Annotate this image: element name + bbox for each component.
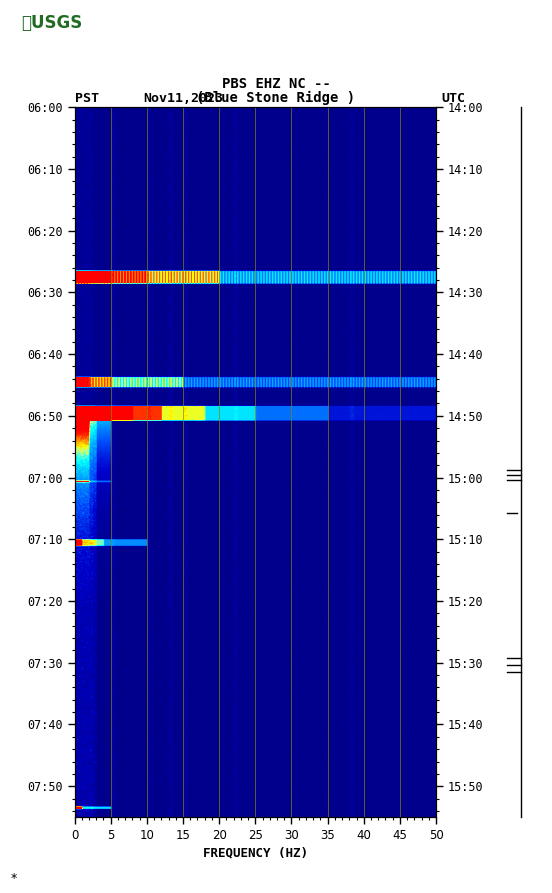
Text: PBS EHZ NC --: PBS EHZ NC -- bbox=[221, 77, 331, 91]
Text: UTC: UTC bbox=[442, 92, 465, 105]
X-axis label: FREQUENCY (HZ): FREQUENCY (HZ) bbox=[203, 846, 308, 859]
Text: PST: PST bbox=[75, 92, 98, 105]
Text: (Blue Stone Ridge ): (Blue Stone Ridge ) bbox=[197, 91, 355, 105]
Text: ⯆USGS: ⯆USGS bbox=[21, 14, 82, 32]
Text: *: * bbox=[11, 872, 17, 885]
Text: Nov11,2023: Nov11,2023 bbox=[144, 92, 224, 105]
